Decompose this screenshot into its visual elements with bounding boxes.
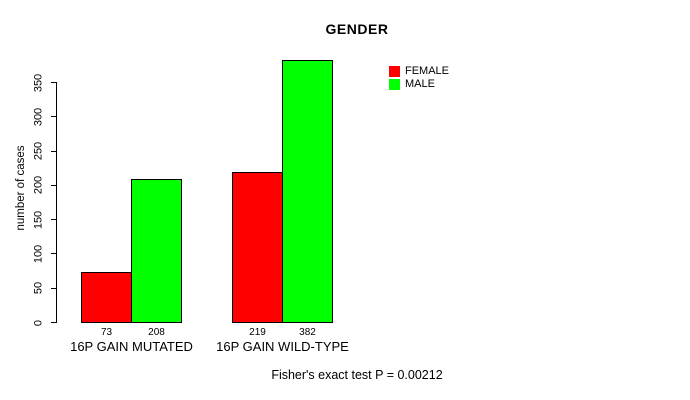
y-axis-tick (51, 116, 56, 118)
chart-title: GENDER (325, 21, 389, 37)
y-axis-tick-label: 0 (32, 319, 45, 326)
bar-male-g2 (282, 60, 333, 323)
legend-item-male: MALE (389, 78, 449, 91)
bar-value-label: 219 (249, 327, 266, 338)
y-axis-tick (51, 184, 56, 186)
y-axis-tick-label: 200 (32, 176, 45, 195)
legend-label: FEMALE (405, 65, 450, 77)
legend-label: MALE (405, 78, 435, 90)
legend-color-swatch (389, 66, 400, 77)
y-axis-tick (51, 253, 56, 255)
legend-item-female: FEMALE (389, 65, 449, 78)
y-axis-tick (51, 150, 56, 152)
x-axis-group-label: 16P GAIN MUTATED (70, 339, 193, 354)
bar-value-label: 73 (100, 327, 113, 338)
x-axis-group-label: 16P GAIN WILD-TYPE (216, 339, 349, 354)
y-axis-tick (51, 82, 56, 83)
legend-color-swatch (389, 79, 400, 90)
y-axis-tick-label: 150 (32, 210, 45, 229)
y-axis-tick-label: 300 (32, 107, 45, 126)
y-axis-line (56, 82, 57, 323)
legend: FEMALE MALE (389, 65, 449, 91)
bar-female-g2 (232, 171, 283, 323)
y-axis-tick-label: 250 (32, 141, 45, 161)
bar-value-label: 208 (148, 327, 165, 338)
y-axis-tick (51, 287, 56, 289)
y-axis-tick-label: 350 (32, 73, 45, 92)
y-axis-title: number of cases (15, 145, 27, 231)
bar-female-g1 (81, 271, 132, 323)
bar-value-label: 382 (299, 327, 316, 338)
bar-male-g1 (131, 179, 182, 323)
y-axis-tick (51, 219, 56, 221)
y-axis-tick-label: 50 (32, 282, 45, 295)
y-axis-tick (51, 322, 56, 323)
y-axis-tick-label: 100 (32, 244, 45, 264)
stats-caption: Fisher's exact test P = 0.00212 (271, 368, 443, 382)
